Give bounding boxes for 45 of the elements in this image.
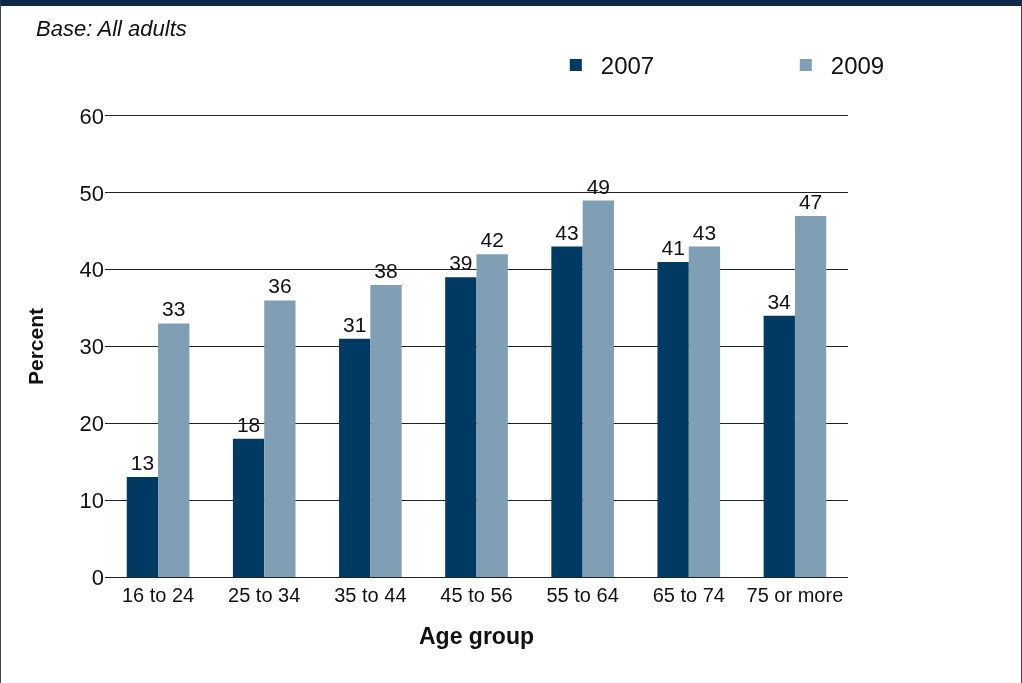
x-tick-label: 35 to 44 — [334, 584, 407, 606]
bar — [445, 277, 477, 577]
y-tick-label: 0 — [91, 564, 104, 590]
bar — [582, 200, 614, 577]
data-label: 31 — [343, 312, 367, 336]
bar — [763, 315, 795, 577]
bar — [158, 323, 190, 577]
bar — [232, 438, 265, 577]
y-tick-label: 10 — [79, 487, 104, 513]
data-label: 34 — [767, 289, 792, 313]
y-tick-label: 40 — [79, 257, 104, 283]
x-tick-label: 75 or more — [746, 584, 844, 606]
x-tick-label: 25 to 34 — [228, 584, 301, 606]
bar — [476, 254, 508, 577]
data-label: 47 — [798, 189, 823, 213]
data-label: 42 — [480, 228, 504, 252]
data-label: 43 — [692, 220, 717, 244]
y-tick-label: 30 — [79, 334, 104, 360]
x-tick-label: 16 to 24 — [121, 584, 195, 606]
data-label: 43 — [555, 220, 579, 244]
legend-label: 2007 — [600, 52, 655, 80]
text: Base: All adults — [36, 16, 187, 41]
data-label: 13 — [130, 451, 155, 475]
data-label: 41 — [661, 235, 685, 259]
bar — [339, 338, 371, 577]
data-label: 49 — [586, 174, 610, 198]
x-axis-title: Age group — [419, 622, 534, 649]
bar — [370, 285, 402, 577]
bar — [126, 477, 159, 577]
bar — [264, 300, 296, 577]
y-tick-label: 60 — [79, 103, 104, 129]
data-label: 36 — [268, 274, 292, 298]
bar — [657, 261, 689, 577]
x-tick-label: 55 to 64 — [546, 584, 619, 606]
bar — [794, 215, 827, 577]
bar — [688, 246, 721, 577]
bar — [551, 246, 583, 577]
x-tick-label: 65 to 74 — [652, 584, 725, 606]
data-label: 33 — [162, 297, 186, 321]
data-label: 39 — [449, 251, 473, 275]
x-tick-label: 45 to 56 — [440, 584, 513, 606]
y-tick-label: 20 — [79, 411, 104, 437]
y-tick-label: 50 — [79, 180, 104, 206]
legend-label: 2009 — [830, 52, 885, 80]
y-axis-title: Percent — [23, 307, 47, 386]
